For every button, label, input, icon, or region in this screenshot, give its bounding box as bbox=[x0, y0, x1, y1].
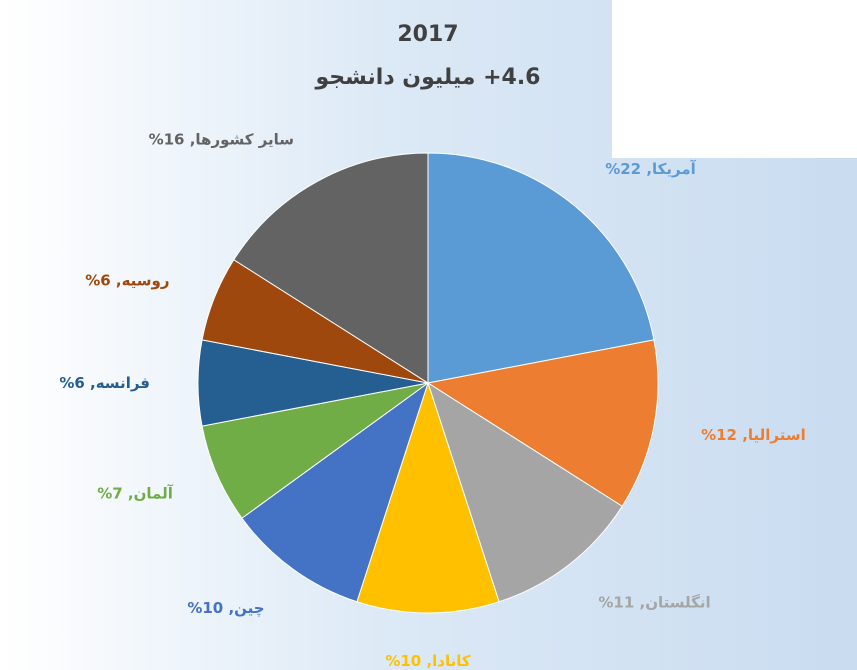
data-label-slice-3: انگلستان, 11% bbox=[598, 594, 710, 612]
data-label-slice-7: فرانسه, 6% bbox=[59, 374, 150, 392]
pie-slice-5 bbox=[241, 381, 429, 603]
pie-slice-2 bbox=[426, 339, 659, 507]
data-label-slice-6: آلمان, 7% bbox=[97, 484, 174, 502]
pie-slice-6 bbox=[201, 382, 429, 519]
chart-subtitle: 4.6+ میلیون دانشجو bbox=[315, 65, 541, 90]
data-label-slice-5: چین, 10% bbox=[187, 599, 264, 618]
pie-slice-1 bbox=[427, 152, 655, 384]
data-label-slice-1: آمریکا, 22% bbox=[605, 160, 696, 178]
pie-slice-9 bbox=[233, 152, 429, 384]
chart-title: 2017 bbox=[397, 22, 458, 47]
data-label-slice-9: سایر کشورها, 16% bbox=[149, 130, 294, 148]
pie-slice-4 bbox=[356, 381, 500, 614]
data-label-slice-4: کانادا, 10% bbox=[385, 652, 471, 670]
data-label-slice-8: روسیه, 6% bbox=[85, 272, 169, 290]
pie-slice-3 bbox=[427, 381, 623, 603]
data-label-slice-2: استرالیا, 12% bbox=[701, 426, 806, 444]
